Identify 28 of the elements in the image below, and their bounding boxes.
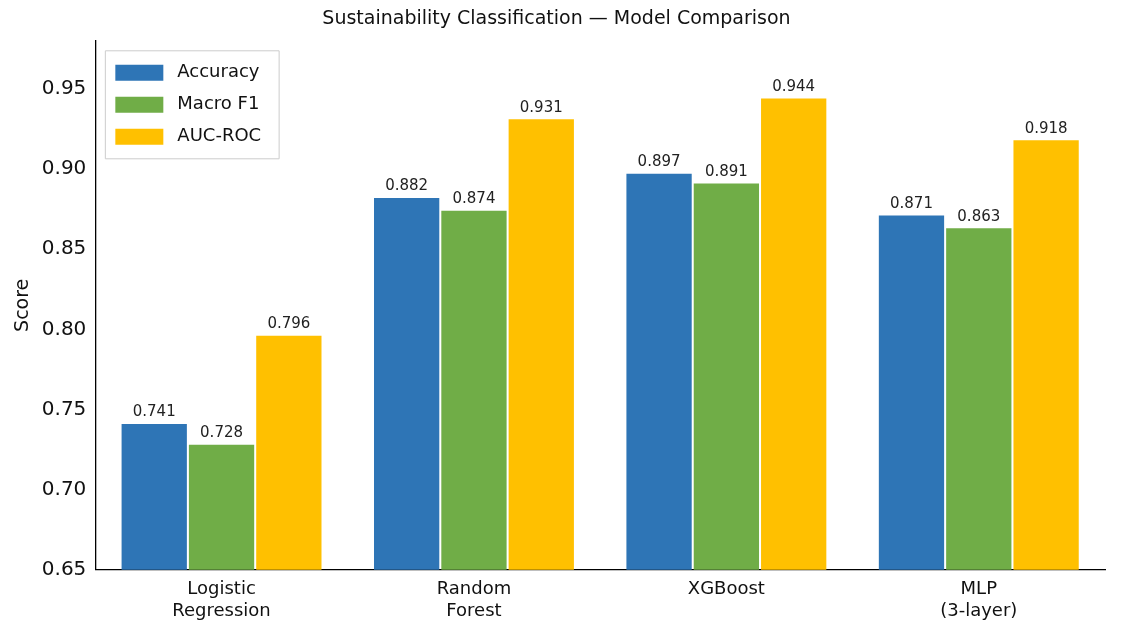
x-tick-label: MLP (3-layer): [940, 577, 1018, 620]
x-tick-label: Logistic Regression: [172, 577, 271, 620]
data-label: 0.863: [957, 206, 1001, 225]
data-label: 0.871: [890, 193, 933, 212]
x-tick-label: Random Forest: [436, 577, 512, 620]
data-label: 0.874: [452, 189, 496, 208]
y-tick-label: 0.80: [41, 315, 87, 340]
data-label: 0.931: [519, 97, 563, 116]
y-tick-label: 0.90: [41, 155, 87, 180]
data-label: 0.796: [267, 314, 311, 333]
legend-label: Macro F1: [177, 92, 260, 114]
legend-label: AUC-ROC: [177, 124, 262, 146]
data-label: 0.918: [1024, 118, 1068, 137]
legend-label: Accuracy: [177, 60, 260, 82]
data-label: 0.891: [704, 161, 748, 180]
data-label: 0.897: [637, 152, 681, 171]
data-label: 0.741: [132, 402, 176, 421]
y-tick-label: 0.95: [41, 75, 87, 100]
y-tick-label: 0.65: [41, 556, 87, 580]
data-label: 0.944: [772, 76, 816, 95]
y-axis-title: Score: [10, 278, 33, 332]
x-tick-label: XGBoost: [687, 577, 765, 599]
y-tick-label: 0.75: [41, 395, 87, 420]
y-tick-label: 0.70: [41, 475, 87, 500]
chart-title: Sustainability Classification — Model Comparison: [322, 6, 791, 29]
data-label: 0.882: [385, 176, 429, 195]
y-tick-label: 0.85: [41, 235, 87, 260]
data-label: 0.728: [200, 423, 244, 442]
